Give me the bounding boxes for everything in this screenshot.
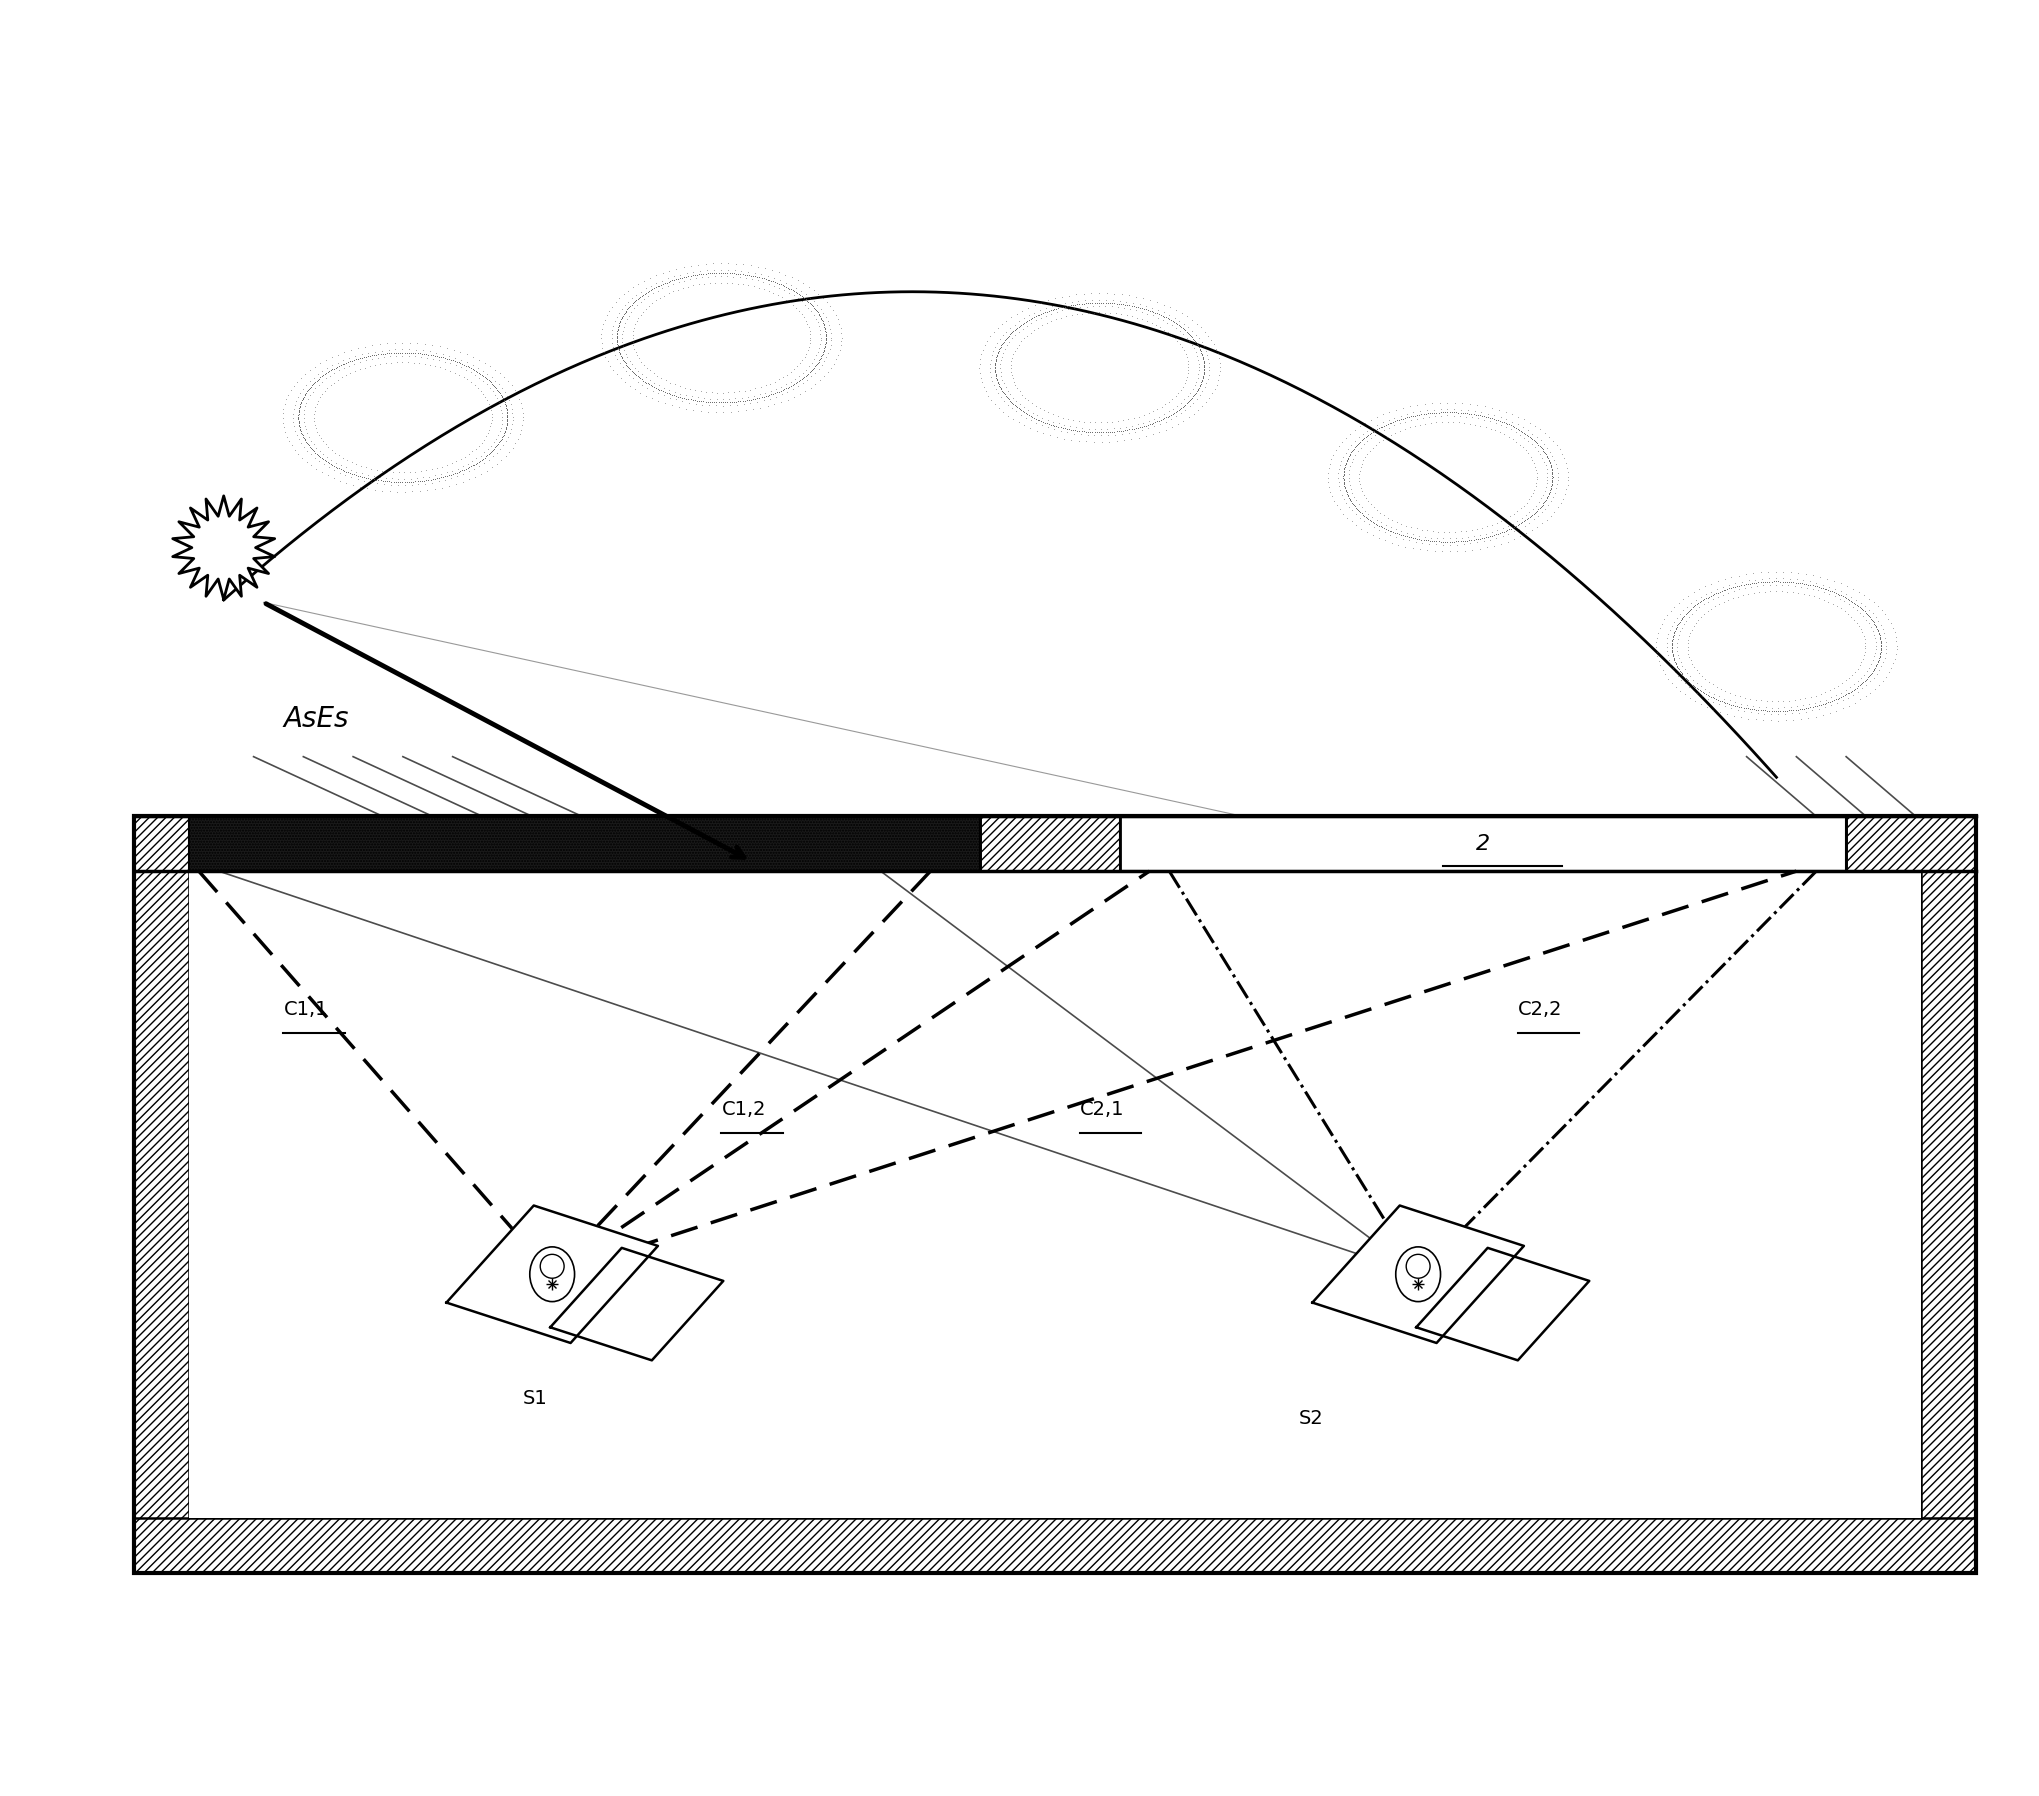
Bar <box>190 817 981 871</box>
Text: C1,1: C1,1 <box>283 1000 328 1020</box>
Bar <box>1845 817 1976 871</box>
Polygon shape <box>173 496 275 600</box>
Polygon shape <box>1313 1205 1523 1343</box>
Bar <box>981 817 1119 871</box>
Polygon shape <box>447 1205 659 1343</box>
Text: S1: S1 <box>522 1388 546 1408</box>
Text: S2: S2 <box>1299 1408 1323 1428</box>
Bar <box>135 1518 1976 1573</box>
Polygon shape <box>1417 1248 1588 1360</box>
Ellipse shape <box>530 1246 575 1302</box>
Bar <box>1921 817 1976 1573</box>
Bar <box>1119 817 1845 871</box>
Text: 2: 2 <box>1476 833 1491 853</box>
Polygon shape <box>551 1248 724 1360</box>
Bar <box>190 817 1921 1518</box>
Text: C2,1: C2,1 <box>1081 1099 1123 1119</box>
Text: C2,2: C2,2 <box>1517 1000 1562 1020</box>
Circle shape <box>540 1254 565 1279</box>
Text: AsEs: AsEs <box>283 704 349 733</box>
Bar <box>135 817 1976 1573</box>
Bar <box>135 817 190 1573</box>
Ellipse shape <box>1397 1246 1440 1302</box>
Text: C1,2: C1,2 <box>722 1099 767 1119</box>
Circle shape <box>1407 1254 1429 1279</box>
